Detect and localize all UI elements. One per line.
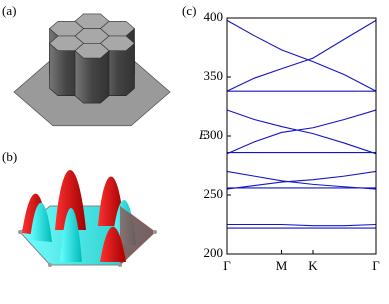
- cyan-peak: [60, 208, 82, 262]
- red-peak: [100, 226, 126, 262]
- prism-side: [74, 50, 110, 104]
- band-line: [226, 170, 377, 190]
- band-line: [226, 19, 377, 92]
- x-tick-label: K: [308, 258, 318, 273]
- cyan-peak: [30, 202, 52, 242]
- x-tick-label: Γ: [223, 258, 231, 273]
- prism-top: [74, 43, 110, 59]
- band-line: [227, 223, 377, 227]
- y-tick-label: 200: [204, 245, 224, 260]
- band-line: [226, 170, 377, 190]
- band-line: [226, 109, 377, 155]
- x-tick-label: M: [276, 258, 288, 273]
- band-line: [226, 19, 377, 92]
- y-tick-label: 400: [204, 9, 224, 24]
- panel-label: (b): [2, 149, 17, 164]
- y-tick-label: 350: [204, 68, 224, 83]
- y-axis-label: E: [198, 127, 207, 142]
- panel-label: (c): [182, 3, 196, 18]
- y-tick-label: 300: [204, 127, 224, 142]
- red-sheet: [120, 206, 155, 265]
- red-peak: [55, 170, 86, 230]
- panel-a-illustration: [13, 13, 171, 127]
- vertices: [18, 230, 157, 267]
- panel-b-illustration: [18, 170, 157, 267]
- x-tick-label: Γ: [372, 258, 380, 273]
- y-tick-label: 250: [204, 186, 224, 201]
- plot-frame: [226, 17, 377, 255]
- panel-label: (a): [2, 3, 16, 18]
